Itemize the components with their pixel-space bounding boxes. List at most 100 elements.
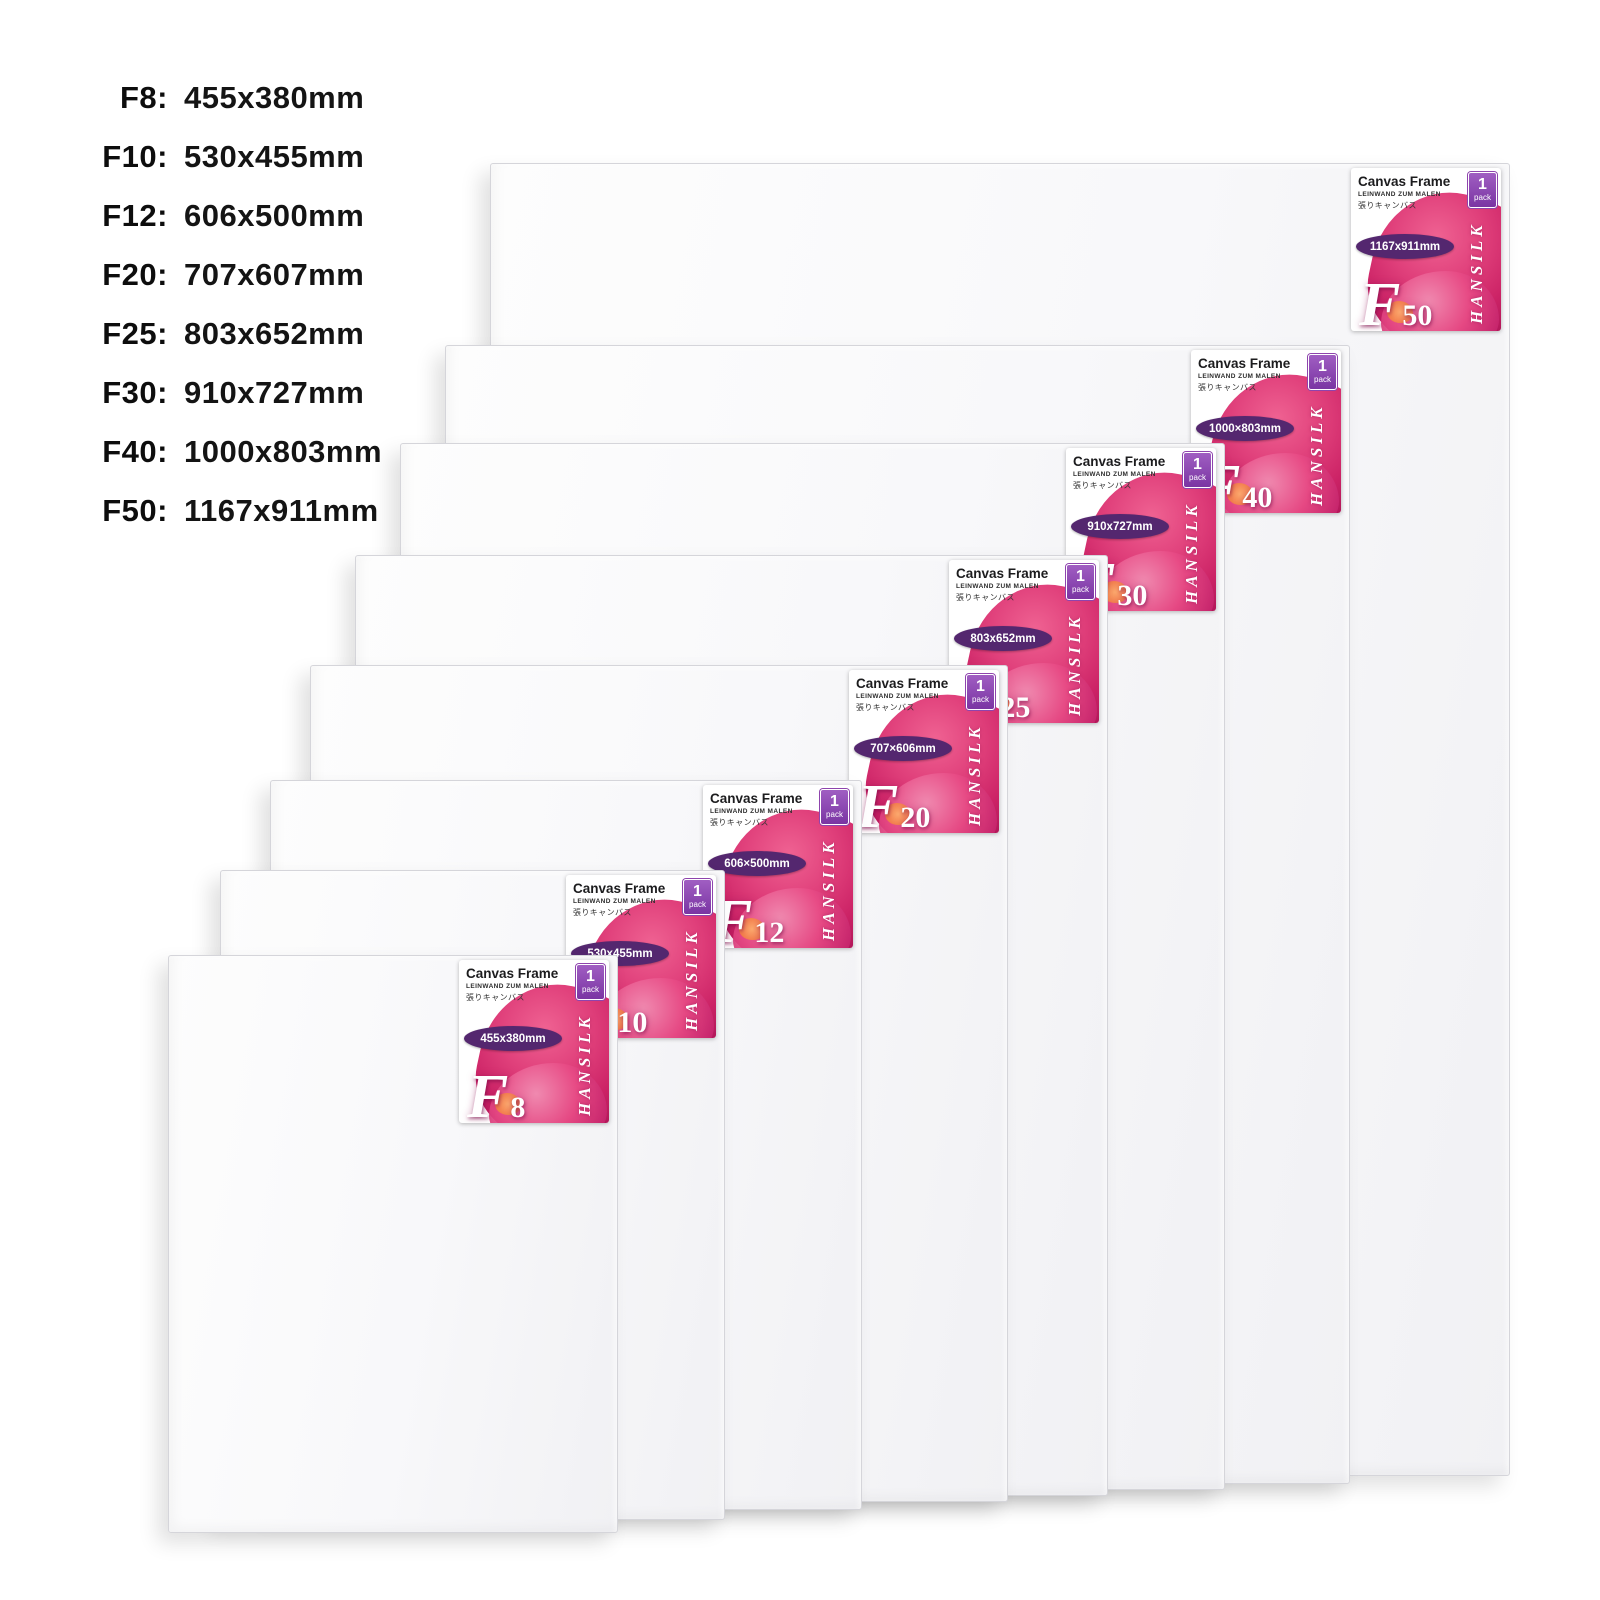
pack-label: pack [826,809,843,819]
sticker-subtitle-german: LEINWAND ZUM MALEN [466,983,549,990]
pack-label: pack [1189,472,1206,482]
sticker-subtitle-japanese: 張りキャンバス [956,593,1015,602]
label-sticker-f12: Canvas Frame LEINWAND ZUM MALEN 張りキャンバス … [703,785,853,948]
brand-name: HANSILK [1307,403,1326,506]
series-number: 12 [754,916,785,948]
sticker-subtitle-japanese: 張りキャンバス [1198,383,1257,392]
legend-label: F20: [102,257,168,292]
legend-label: F8: [120,80,168,115]
legend-label: F10: [102,139,168,174]
brand-name: HANSILK [575,1013,594,1116]
sticker-subtitle-japanese: 張りキャンバス [856,703,915,712]
sticker-subtitle-german: LEINWAND ZUM MALEN [1198,373,1281,380]
sticker-subtitle-german: LEINWAND ZUM MALEN [710,808,793,815]
sticker-title: Canvas Frame [1198,356,1291,371]
sticker-heading: Canvas Frame LEINWAND ZUM MALEN 張りキャンバス [956,566,1048,603]
legend-label: F12: [102,198,168,233]
series-letter: F [1359,270,1401,331]
size-oval: 803x652mm [954,626,1052,651]
watercolor-splash [739,918,765,940]
sticker-heading: Canvas Frame LEINWAND ZUM MALEN 張りキャンバス [856,676,948,713]
canvas-f8: Canvas Frame LEINWAND ZUM MALEN 張りキャンバス … [168,955,618,1533]
sticker-title: Canvas Frame [710,791,803,806]
watercolor-splash [1102,581,1128,603]
sticker-subtitle-japanese: 張りキャンバス [573,908,632,917]
legend-label: F25: [102,316,168,351]
legend-size: 910x727mm [184,375,365,410]
series-size-mark: F 20 [857,772,931,833]
pack-badge: 1 pack [576,964,605,1000]
brand-name: HANSILK [1467,221,1486,324]
sticker-title: Canvas Frame [1073,454,1166,469]
size-oval: 455x380mm [464,1026,562,1051]
legend-size: 606x500mm [184,198,365,233]
sticker-subtitle-german: LEINWAND ZUM MALEN [1358,191,1441,198]
sticker-subtitle-german: LEINWAND ZUM MALEN [856,693,939,700]
pack-count: 1 [1318,357,1327,375]
pack-badge: 1 pack [1308,354,1337,390]
pack-count: 1 [1076,567,1085,585]
pack-count: 1 [830,792,839,810]
pack-count: 1 [693,882,702,900]
sticker-title: Canvas Frame [573,881,666,896]
series-number: 40 [1242,481,1273,513]
pack-count: 1 [1478,175,1487,193]
size-oval: 1167x911mm [1356,234,1454,259]
sticker-title: Canvas Frame [1358,174,1451,189]
sticker-heading: Canvas Frame LEINWAND ZUM MALEN 張りキャンバス [466,966,558,1003]
series-letter: F [467,1062,509,1123]
pack-badge: 1 pack [1183,452,1212,488]
legend-size: 1000x803mm [184,434,383,469]
brand-name: HANSILK [1182,501,1201,604]
label-sticker-f8: Canvas Frame LEINWAND ZUM MALEN 張りキャンバス … [459,960,609,1123]
sticker-subtitle-german: LEINWAND ZUM MALEN [1073,471,1156,478]
legend-label: F50: [102,493,168,528]
pack-label: pack [1314,374,1331,384]
pack-badge: 1 pack [1066,564,1095,600]
legend-size: 530x455mm [184,139,365,174]
series-size-mark: F 8 [467,1062,525,1123]
pack-count: 1 [586,967,595,985]
pack-badge: 1 pack [683,879,712,915]
legend-label: F30: [102,375,168,410]
series-letter: F [857,772,899,833]
watercolor-splash [1387,301,1413,323]
series-size-mark: F 50 [1359,270,1433,331]
series-number: 20 [900,801,931,833]
brand-name: HANSILK [819,838,838,941]
label-sticker-f50: Canvas Frame LEINWAND ZUM MALEN 張りキャンバス … [1351,168,1501,331]
series-number: 10 [617,1006,648,1038]
sticker-title: Canvas Frame [956,566,1049,581]
label-sticker-f20: Canvas Frame LEINWAND ZUM MALEN 張りキャンバス … [849,670,999,833]
brand-name: HANSILK [1065,613,1084,716]
sticker-heading: Canvas Frame LEINWAND ZUM MALEN 張りキャンバス [1073,454,1165,491]
watercolor-splash [1227,483,1253,505]
sticker-subtitle-german: LEINWAND ZUM MALEN [956,583,1039,590]
sticker-subtitle-german: LEINWAND ZUM MALEN [573,898,656,905]
series-number: 50 [1402,299,1433,331]
pack-badge: 1 pack [820,789,849,825]
sticker-title: Canvas Frame [466,966,559,981]
pack-badge: 1 pack [1468,172,1497,208]
legend-size: 1167x911mm [184,493,379,528]
brand-name: HANSILK [965,723,984,826]
pack-badge: 1 pack [966,674,995,710]
sticker-heading: Canvas Frame LEINWAND ZUM MALEN 張りキャンバス [1198,356,1290,393]
brand-name: HANSILK [682,928,701,1031]
pack-label: pack [972,694,989,704]
legend-size: 803x652mm [184,316,365,351]
legend-size: 707x607mm [184,257,365,292]
sticker-heading: Canvas Frame LEINWAND ZUM MALEN 張りキャンバス [710,791,802,828]
series-number: 30 [1117,579,1148,611]
pack-label: pack [582,984,599,994]
sticker-heading: Canvas Frame LEINWAND ZUM MALEN 張りキャンバス [573,881,665,918]
sticker-subtitle-japanese: 張りキャンバス [1358,201,1417,210]
legend-size: 455x380mm [184,80,365,115]
size-oval: 910x727mm [1071,514,1169,539]
label-sticker-f40: Canvas Frame LEINWAND ZUM MALEN 張りキャンバス … [1191,350,1341,513]
pack-count: 1 [976,677,985,695]
sticker-title: Canvas Frame [856,676,949,691]
size-oval: 707×606mm [854,736,952,761]
size-oval: 1000×803mm [1196,416,1294,441]
